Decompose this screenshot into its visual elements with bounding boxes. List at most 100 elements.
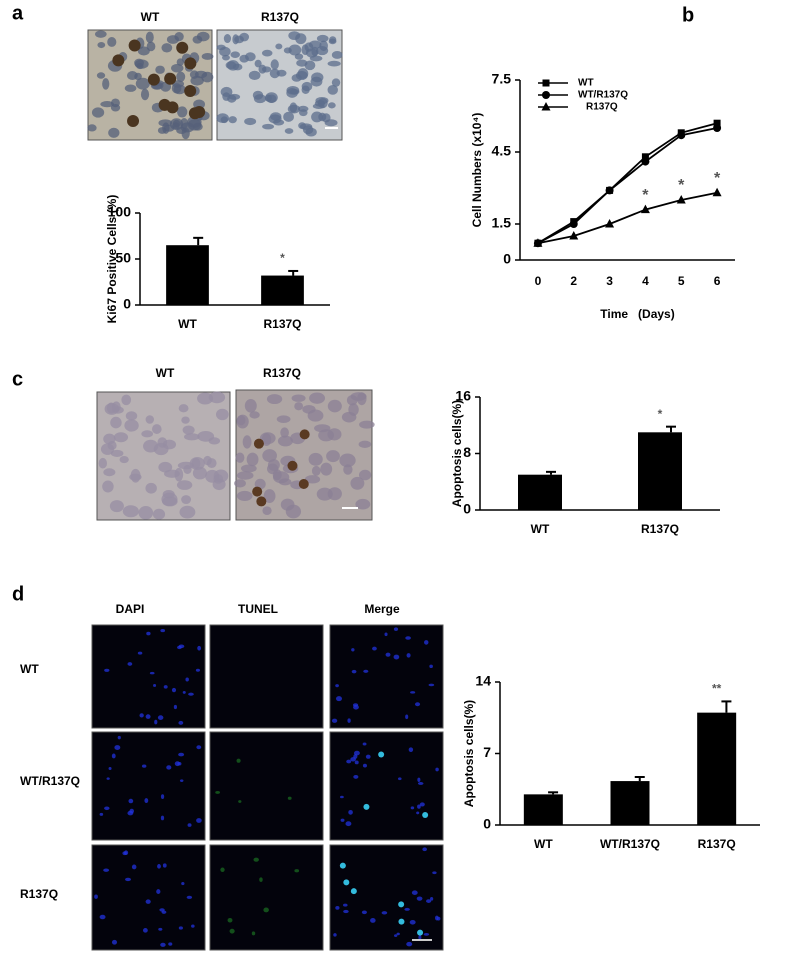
- cell: [348, 809, 353, 815]
- cell: [305, 48, 318, 58]
- cell: [436, 916, 441, 921]
- cell: [112, 54, 125, 67]
- cell: [284, 128, 294, 134]
- series-line: [537, 191, 718, 245]
- cell: [157, 864, 161, 869]
- bar: [697, 712, 737, 825]
- cell: [215, 790, 221, 794]
- cell: [331, 718, 338, 723]
- cell: [187, 823, 192, 827]
- cell: [179, 505, 196, 519]
- cell: [182, 425, 195, 435]
- cell: [416, 896, 423, 901]
- cell: [254, 59, 262, 68]
- cell: [113, 432, 129, 443]
- point: [641, 157, 650, 166]
- cell: [263, 907, 269, 913]
- cell: [236, 490, 253, 501]
- cell: [158, 98, 171, 111]
- cell: [178, 752, 185, 757]
- point: [712, 187, 722, 197]
- cell: [136, 63, 144, 70]
- column-label: TUNEL: [238, 602, 278, 616]
- cell: [121, 394, 132, 406]
- cell: [216, 113, 229, 124]
- cell: [335, 684, 339, 688]
- cell: [222, 54, 230, 61]
- cell: [138, 506, 154, 520]
- cell: [363, 669, 369, 673]
- cell: [236, 758, 241, 763]
- cell: [277, 435, 293, 447]
- cell: [291, 74, 302, 82]
- cell: [197, 392, 214, 405]
- point: [677, 131, 686, 140]
- cell: [308, 40, 322, 49]
- cell: [299, 429, 310, 440]
- cell: [348, 403, 359, 416]
- y-tick-label: 0: [123, 296, 131, 312]
- cell: [359, 420, 375, 429]
- y-tick-label: 7.5: [492, 71, 512, 87]
- cell: [208, 391, 226, 404]
- cell: [302, 125, 314, 135]
- cell: [236, 471, 254, 480]
- cell: [157, 715, 164, 720]
- cell: [154, 719, 158, 725]
- cell: [253, 857, 259, 862]
- cell: [327, 399, 342, 413]
- point: [713, 124, 722, 132]
- cell: [181, 495, 192, 505]
- cell: [178, 720, 184, 725]
- cell: [318, 429, 335, 442]
- cell: [220, 867, 225, 872]
- cell: [124, 419, 139, 432]
- cell: [417, 782, 424, 785]
- cell: [87, 124, 97, 132]
- micrograph: [91, 844, 206, 951]
- cell: [109, 500, 124, 513]
- cell: [117, 735, 121, 740]
- cell: [410, 806, 415, 810]
- cell: [98, 457, 108, 469]
- y-tick-label: 0: [483, 816, 491, 832]
- cell: [410, 691, 416, 694]
- x-tick-label: WT/R137Q: [600, 837, 660, 851]
- y-tick-label: 0: [463, 501, 471, 517]
- cell: [103, 433, 116, 445]
- cell: [343, 879, 350, 886]
- cell: [174, 761, 181, 767]
- cell: [339, 453, 356, 468]
- cell: [176, 58, 184, 66]
- cell: [128, 798, 134, 804]
- cell: [409, 919, 416, 925]
- cell: [100, 443, 115, 455]
- cell: [119, 456, 129, 464]
- cell: [352, 703, 359, 707]
- cell: [171, 687, 177, 693]
- cell: [153, 684, 157, 687]
- point: [640, 204, 650, 214]
- cell: [350, 757, 356, 762]
- cell: [272, 471, 290, 484]
- cell: [301, 81, 313, 92]
- cell: [141, 430, 154, 438]
- cell: [408, 747, 414, 753]
- micrograph: [234, 389, 375, 521]
- cell: [107, 37, 117, 47]
- cell: [178, 404, 189, 413]
- cell: [228, 116, 237, 124]
- image-frame: [91, 844, 206, 951]
- cell: [114, 745, 121, 751]
- cell: [339, 795, 344, 799]
- cell: [396, 932, 400, 936]
- cell: [111, 753, 116, 759]
- cell: [358, 440, 372, 448]
- bar: [638, 432, 682, 510]
- cell: [393, 627, 399, 631]
- cell: [164, 72, 177, 85]
- cell: [333, 933, 337, 937]
- legend-label: WT/R137Q: [578, 90, 628, 101]
- cell: [160, 815, 165, 821]
- cell: [287, 460, 298, 471]
